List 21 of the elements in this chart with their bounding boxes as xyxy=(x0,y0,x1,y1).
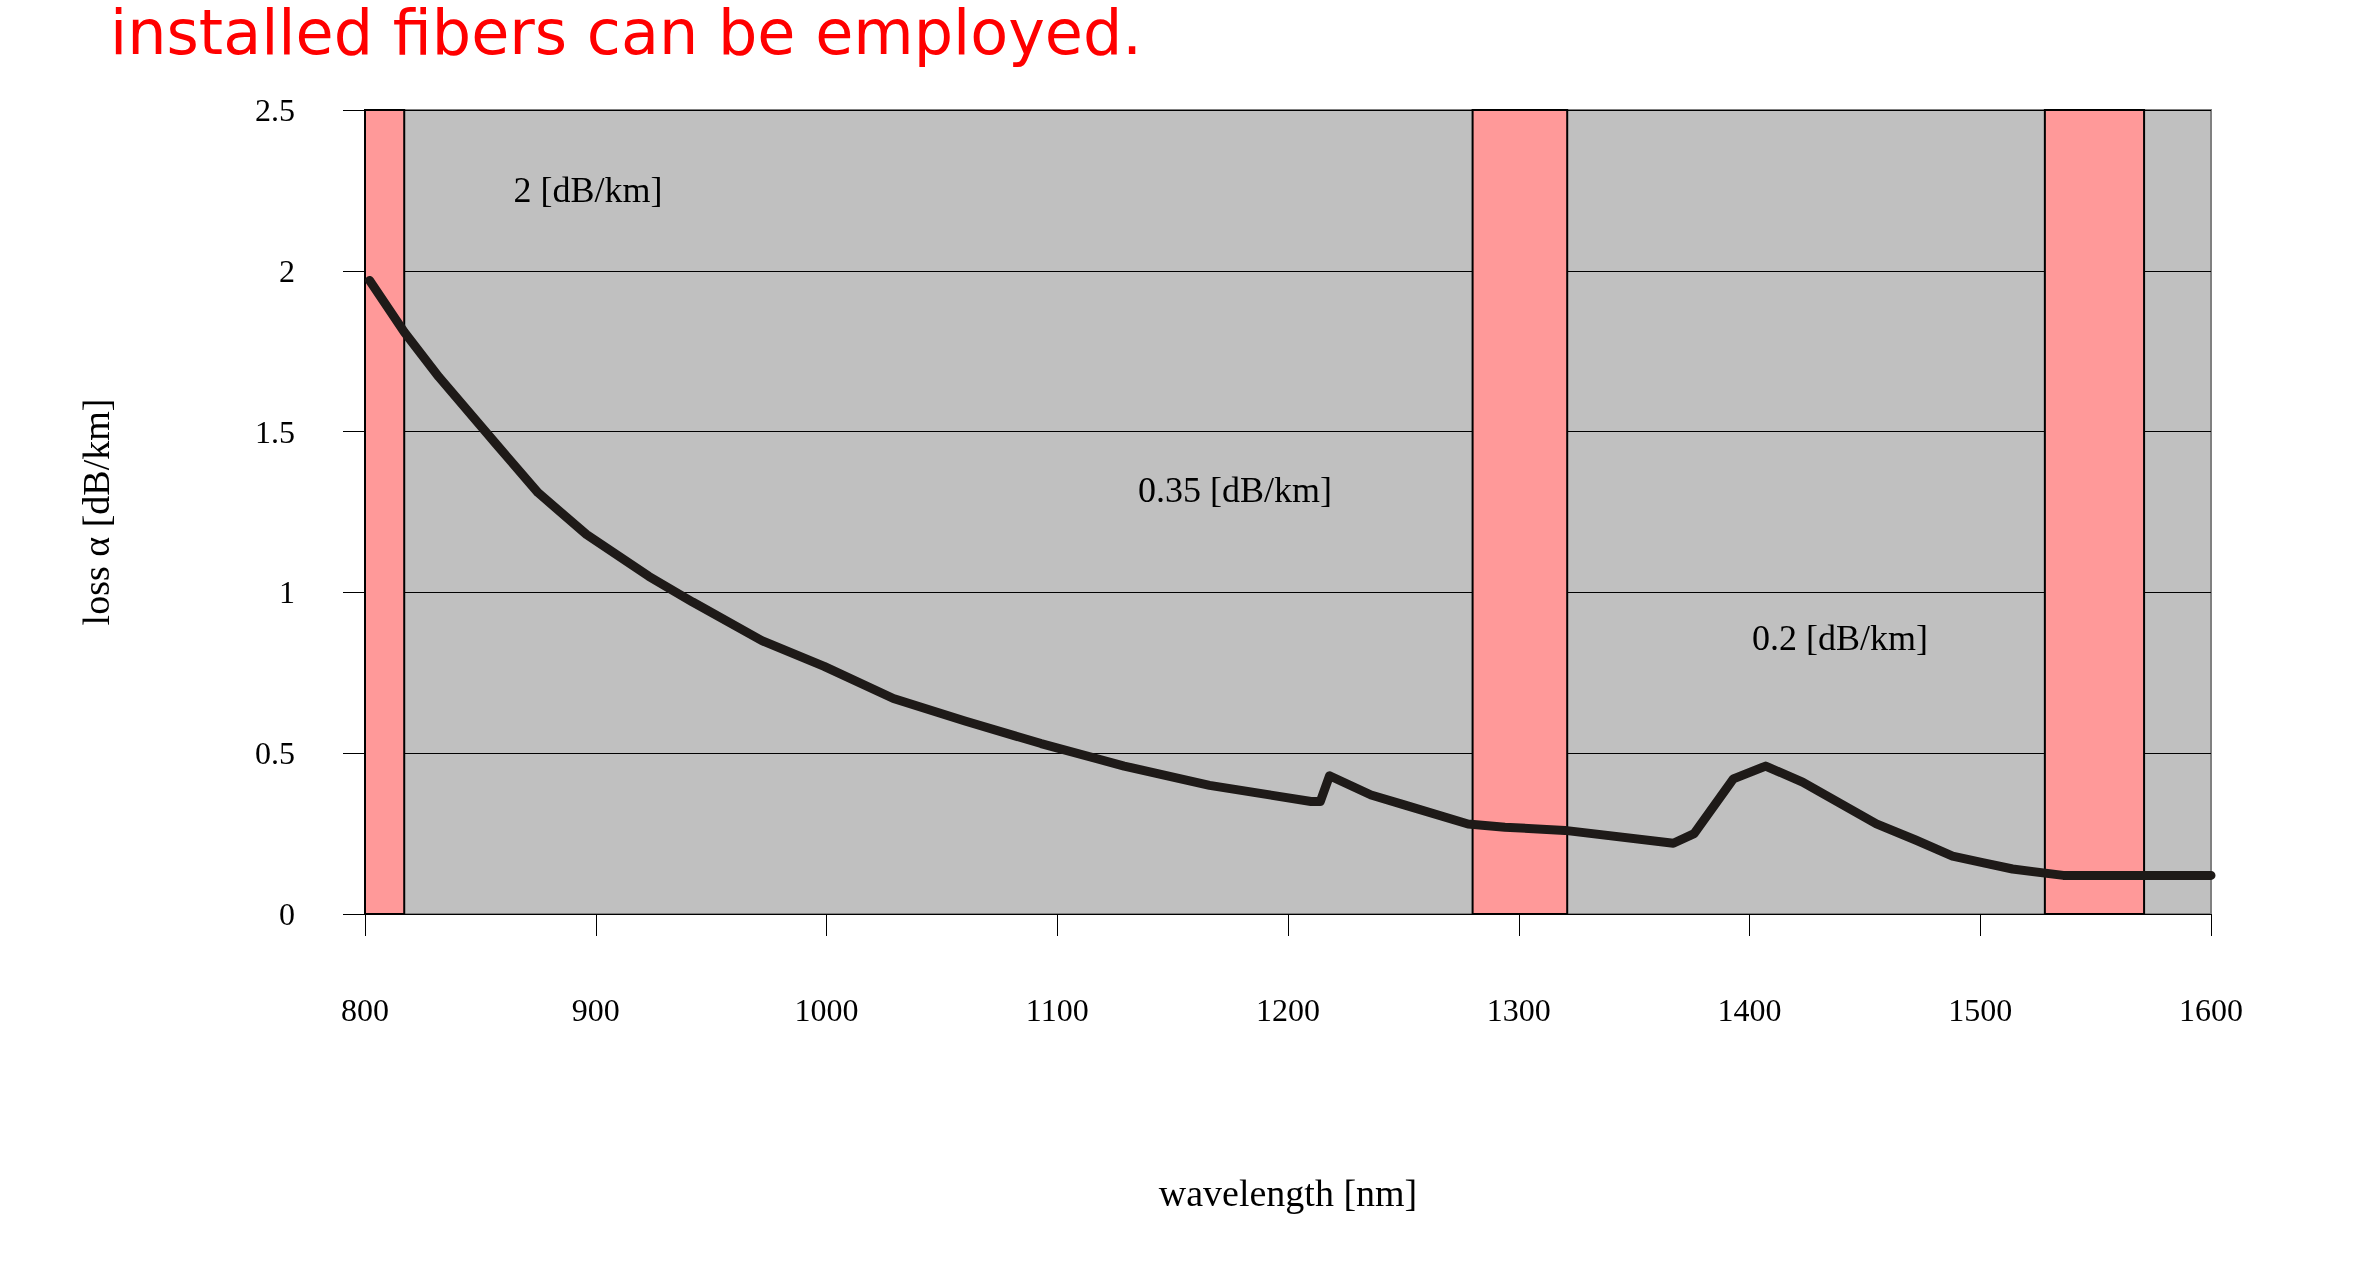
x-tick-label: 1400 xyxy=(1717,992,1782,1028)
x-tick-label: 900 xyxy=(571,992,620,1028)
annotation: 0.35 [dB/km] xyxy=(1138,470,1332,510)
y-tick-label: 1.5 xyxy=(255,413,295,450)
x-tick-label: 1200 xyxy=(1256,992,1320,1028)
annotation: 0.2 [dB/km] xyxy=(1752,618,1928,658)
x-tick-label: 1300 xyxy=(1486,992,1551,1028)
x-axis-title: wavelength [nm] xyxy=(1158,1172,1418,1214)
x-tick-label: 1600 xyxy=(2179,992,2243,1028)
chart-title: installed fibers can be employed. xyxy=(110,0,1143,69)
annotation: 2 [dB/km] xyxy=(513,170,663,210)
y-tick-label: 1 xyxy=(279,574,295,611)
y-tick-label: 2.5 xyxy=(255,92,295,128)
x-tick-label: 1000 xyxy=(794,992,859,1028)
y-axis-title: loss α [dB/km] xyxy=(75,398,117,626)
x-tick-label: 1100 xyxy=(1025,992,1089,1028)
x-tick-label: 800 xyxy=(341,992,389,1028)
y-tick-label: 2 xyxy=(279,252,295,289)
y-tick-label: 0.5 xyxy=(255,735,295,772)
x-tick-label: 1500 xyxy=(1948,992,2013,1028)
y-tick-label: 0 xyxy=(279,896,295,932)
